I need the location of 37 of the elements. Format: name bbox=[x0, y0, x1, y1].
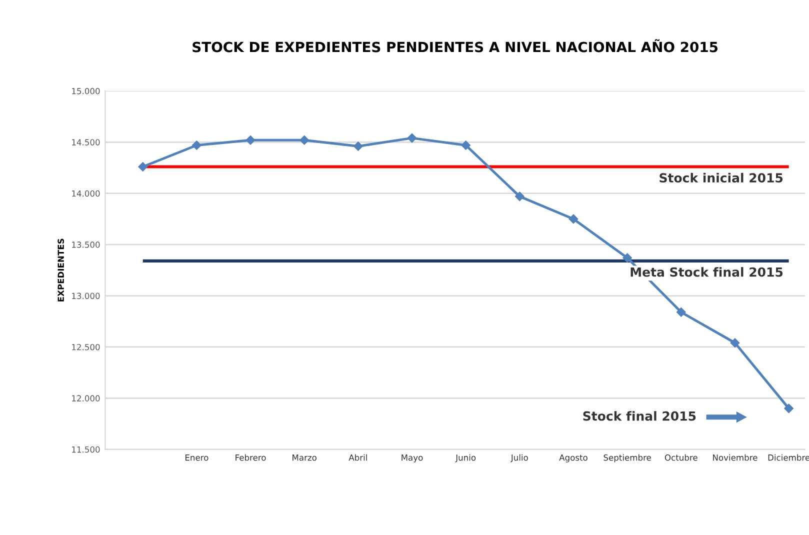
x-tick-label: Enero bbox=[185, 454, 208, 461]
point bbox=[461, 140, 470, 150]
point bbox=[354, 142, 363, 151]
x-tick-label: Mayo bbox=[402, 454, 423, 462]
y-tick-label: 14.500 bbox=[72, 139, 100, 146]
point bbox=[515, 192, 524, 202]
x-tick-label: Julio bbox=[510, 454, 528, 462]
point bbox=[300, 135, 309, 145]
x-tick-label: Agosto bbox=[559, 454, 588, 462]
point bbox=[407, 133, 417, 143]
y-tick-label: 13.000 bbox=[72, 292, 100, 300]
x-tick-label: Septiembre bbox=[604, 454, 651, 462]
x-tick-label: Marzo bbox=[292, 454, 316, 461]
y-axis-title: EXPEDIENTES bbox=[58, 238, 64, 302]
ref-line-label: Stock inicial 2015 bbox=[660, 172, 783, 183]
y-tick-label: 14.000 bbox=[72, 190, 100, 197]
y-tick-label: 13.500 bbox=[72, 242, 100, 248]
y-tick-label: 12.000 bbox=[72, 395, 100, 402]
y-tick-label: 15.000 bbox=[72, 88, 100, 94]
annotation: Stock final 2015 bbox=[583, 411, 696, 421]
x-tick-label: Octubre bbox=[664, 454, 698, 461]
x-tick-label: Junio bbox=[455, 454, 476, 462]
y-tick-label: 12.500 bbox=[72, 344, 100, 350]
x-tick-label: Abril bbox=[348, 454, 367, 461]
point bbox=[784, 404, 794, 414]
point bbox=[246, 135, 256, 145]
y-tick-label: 11.500 bbox=[72, 446, 100, 453]
point bbox=[622, 253, 632, 263]
point bbox=[138, 162, 148, 172]
x-tick-label: Febrero bbox=[236, 454, 266, 461]
point bbox=[568, 214, 578, 224]
point bbox=[730, 338, 740, 348]
chart-title: STOCK DE EXPEDIENTES PENDIENTES A NIVEL NACIONAL AÑO 2015 bbox=[192, 39, 718, 52]
ref-line-label: Meta Stock final 2015 bbox=[630, 267, 783, 277]
x-tick-label: Noviembre bbox=[713, 454, 758, 461]
point bbox=[676, 308, 686, 317]
point bbox=[192, 140, 202, 150]
